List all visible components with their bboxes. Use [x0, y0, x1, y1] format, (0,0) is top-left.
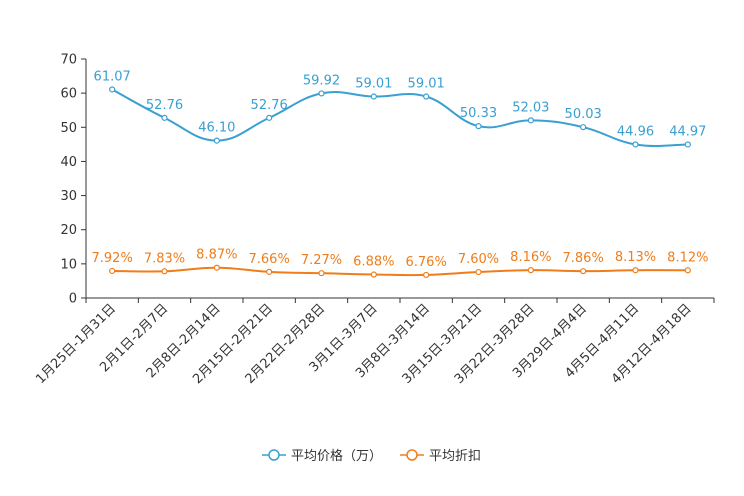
data-label: 59.01 — [355, 77, 392, 92]
data-point[interactable] — [109, 86, 116, 93]
data-point[interactable] — [370, 93, 377, 100]
data-label: 59.01 — [408, 77, 445, 92]
series-avg-price: 61.07 52.76 46.10 52.76 59.92 59.01 59.01 50.33… — [94, 69, 706, 148]
data-label: 50.33 — [460, 106, 497, 121]
data-label: 7.86% — [563, 251, 604, 266]
legend-label: 平均价格（万） — [291, 448, 382, 464]
data-point[interactable] — [527, 267, 534, 274]
data-point[interactable] — [161, 114, 168, 121]
series-line — [111, 88, 688, 148]
data-point[interactable] — [266, 114, 273, 121]
data-point[interactable] — [109, 267, 116, 275]
data-point[interactable] — [370, 271, 377, 278]
data-point[interactable] — [161, 268, 168, 275]
data-label: 7.27% — [301, 253, 342, 268]
data-point[interactable] — [475, 268, 482, 276]
data-point[interactable] — [580, 268, 587, 275]
data-point[interactable] — [423, 271, 430, 279]
x-axis-ticks: 1月25日-1月31日2月1日-2月7日2月8日-2月14日2月15日-2月21… — [33, 298, 715, 387]
data-point[interactable] — [266, 268, 273, 275]
data-label: 44.96 — [617, 124, 654, 139]
data-point[interactable] — [318, 270, 325, 277]
data-point[interactable] — [527, 117, 534, 124]
data-point[interactable] — [632, 141, 639, 148]
y-tick-label: 70 — [60, 53, 77, 68]
data-point[interactable] — [580, 124, 587, 131]
y-axis-ticks: 0 10 20 30 40 50 60 70 — [60, 53, 86, 307]
data-point[interactable] — [684, 141, 691, 148]
y-tick-label: 20 — [60, 223, 77, 238]
data-point[interactable] — [684, 267, 691, 274]
legend-label: 平均折扣 — [429, 449, 481, 464]
y-tick-label: 0 — [69, 292, 77, 307]
data-label: 7.66% — [249, 252, 290, 267]
data-label: 8.13% — [615, 250, 656, 265]
data-label: 46.10 — [198, 121, 235, 136]
legend-item-avg-discount[interactable]: 平均折扣 — [400, 449, 481, 464]
series-layer: 61.07 52.76 46.10 52.76 59.92 59.01 59.01 50.33… — [92, 69, 708, 279]
data-label: 52.76 — [146, 98, 183, 113]
data-label: 8.87% — [196, 248, 237, 263]
y-tick-label: 40 — [60, 155, 77, 170]
data-label: 59.92 — [303, 73, 340, 88]
data-label: 52.76 — [251, 98, 288, 113]
data-point[interactable] — [423, 93, 430, 100]
legend-item-avg-price[interactable]: 平均价格（万） — [262, 448, 382, 464]
series-avg-discount: 7.92% 7.83% 8.87% 7.66% 7.27% 6.88% 6.76% 7.60%… — [92, 248, 708, 279]
data-label: 7.92% — [92, 251, 133, 266]
data-label: 44.97 — [669, 124, 706, 139]
data-point[interactable] — [213, 137, 220, 144]
y-tick-label: 60 — [60, 87, 77, 102]
data-point[interactable] — [318, 90, 325, 97]
data-label: 8.12% — [667, 250, 708, 265]
data-point[interactable] — [475, 123, 482, 130]
y-tick-label: 50 — [60, 121, 77, 136]
data-label: 8.16% — [510, 250, 551, 265]
legend-marker-icon — [406, 449, 418, 461]
data-label: 50.03 — [565, 107, 602, 122]
legend[interactable]: 平均价格（万） 平均折扣 — [262, 448, 481, 464]
data-label: 7.60% — [458, 252, 499, 267]
data-label: 61.07 — [94, 69, 131, 84]
data-label: 6.88% — [353, 255, 394, 270]
series-line — [112, 266, 688, 277]
legend-marker-icon — [268, 449, 280, 461]
data-label: 7.83% — [144, 251, 185, 266]
data-label: 52.03 — [512, 100, 549, 115]
y-tick-label: 10 — [60, 257, 77, 272]
data-point[interactable] — [632, 267, 639, 274]
y-tick-label: 30 — [60, 189, 77, 204]
data-label: 6.76% — [406, 255, 447, 270]
data-point[interactable] — [213, 264, 220, 271]
